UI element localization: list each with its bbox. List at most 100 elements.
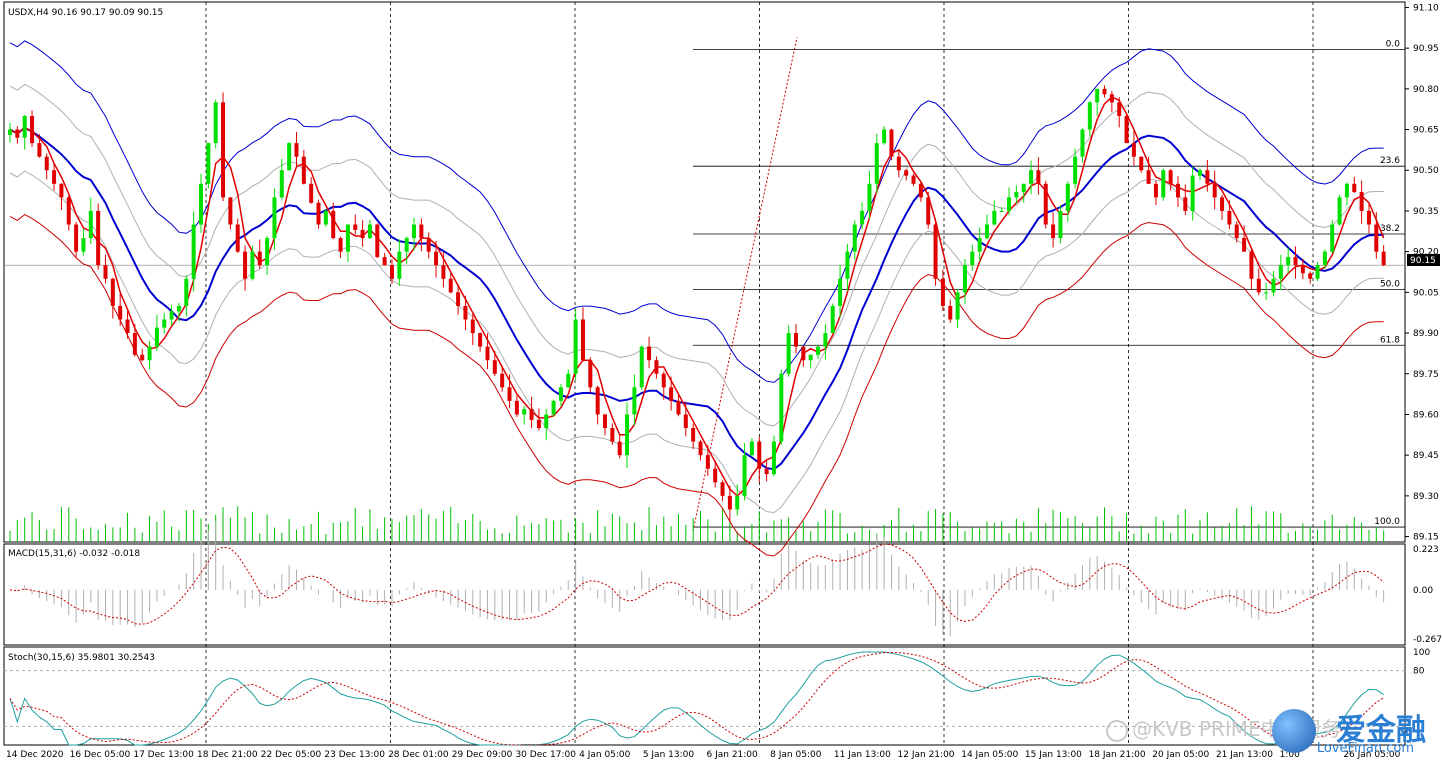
macd-series: 0.223 0.00 -0.267 — [9, 521, 1442, 645]
candle-body — [412, 224, 417, 239]
candle-body — [140, 354, 145, 361]
candle-body — [500, 373, 505, 388]
candle-body — [1359, 191, 1364, 211]
watermark-url: LoveFinan.com — [1316, 741, 1414, 756]
macd-label: MACD(15,31,6) -0.032 -0.018 — [8, 549, 140, 559]
candle-body — [808, 354, 813, 361]
candle-body — [1080, 129, 1085, 157]
current-price-badge — [1407, 254, 1440, 266]
candle-body — [1051, 224, 1056, 239]
candle-body — [382, 257, 387, 266]
candle-body — [551, 400, 556, 415]
candle-body — [1168, 170, 1173, 184]
candle-body — [162, 319, 167, 328]
candle-body — [441, 265, 446, 279]
candle-body — [434, 251, 439, 266]
candle-body — [1131, 143, 1136, 157]
stoch-label: Stoch(30,15,6) 35.9801 30.2543 — [8, 653, 155, 663]
candle-body — [882, 129, 887, 144]
candle-body — [37, 143, 42, 157]
candle-body — [1029, 170, 1034, 184]
candle-body — [478, 333, 483, 347]
candle-body — [889, 129, 894, 157]
candle-body — [353, 224, 358, 230]
candle-body — [1271, 278, 1276, 293]
candle-body — [1161, 170, 1166, 198]
candle-body — [1337, 197, 1342, 225]
candle-body — [397, 251, 402, 279]
candle-body — [911, 175, 916, 184]
stoch-tick-label: 100 — [1413, 648, 1430, 658]
macd-tick-label: 0.00 — [1413, 586, 1433, 596]
candle-body — [110, 278, 115, 306]
candle-body — [749, 441, 754, 456]
candle-body — [977, 238, 982, 252]
candle-body — [1124, 115, 1129, 144]
candle-body — [1021, 183, 1026, 192]
time-tick-label: 11 Jan 13:00 — [834, 750, 891, 760]
candle-body — [647, 346, 652, 361]
candle-body — [771, 441, 776, 475]
candle-body — [419, 224, 424, 239]
candle-body — [1102, 88, 1107, 95]
candle-body — [1278, 265, 1283, 279]
candle-body — [1249, 251, 1254, 279]
macd-tick-label: 0.223 — [1413, 545, 1439, 555]
candle-body — [580, 319, 585, 361]
time-tick-label: 26 Jan 05:00 — [1343, 750, 1400, 760]
time-tick-label: 28 Dec 01:00 — [388, 750, 449, 760]
candle-body — [507, 387, 512, 401]
candle-body — [389, 265, 394, 279]
candle-body — [1322, 251, 1327, 266]
candle-body — [595, 387, 600, 415]
candle-body — [74, 224, 79, 252]
price-tick-label: 89.75 — [1413, 370, 1439, 380]
time-tick-label: 29 Dec 09:00 — [452, 750, 513, 760]
candle-body — [1366, 210, 1371, 225]
candle-body — [1146, 170, 1151, 184]
candle-body — [103, 265, 108, 279]
price-tick-label: 91.10 — [1413, 3, 1439, 13]
candle-body — [1220, 197, 1225, 211]
candle-body — [1095, 88, 1100, 103]
main-panel — [3, 1, 1406, 543]
candle-body — [287, 143, 292, 171]
candle-body — [970, 251, 975, 266]
stoch-panel — [3, 646, 1406, 746]
price-tick-label: 90.05 — [1413, 288, 1439, 298]
candle-body — [691, 428, 696, 442]
fib-label: 23.6 — [1380, 156, 1400, 166]
candle-body — [705, 455, 710, 469]
price-tick-label: 89.90 — [1413, 329, 1439, 339]
candle-body — [816, 346, 821, 355]
candle-body — [1036, 170, 1041, 184]
watermark-brand: 爱金融 — [1336, 713, 1426, 748]
candle-body — [169, 311, 174, 320]
candle-body — [962, 265, 967, 293]
candle-body — [470, 319, 475, 334]
stoch-d-line — [9, 651, 1384, 746]
candle-body — [536, 419, 541, 429]
candle-body — [793, 333, 798, 347]
candle-body — [96, 210, 101, 266]
symbol-header: USDX,H4 90.16 90.17 90.09 90.15 — [8, 8, 163, 18]
price-tick-label: 90.65 — [1413, 126, 1439, 136]
time-tick-label: 14 Dec 2020 — [6, 750, 64, 760]
candle-body — [801, 346, 806, 361]
time-tick-label: 17 Dec 13:00 — [133, 750, 194, 760]
candle-body — [852, 224, 857, 252]
candle-body — [617, 441, 622, 456]
candle-body — [698, 441, 703, 456]
fib-label: 61.8 — [1380, 335, 1400, 345]
time-tick-label: 23 Dec 13:00 — [324, 750, 385, 760]
stoch-tick-label: 80 — [1413, 667, 1425, 677]
fib-trendline — [692, 37, 798, 532]
candle-body — [1234, 224, 1239, 239]
candle-body — [1109, 94, 1114, 103]
candle-body — [1264, 292, 1269, 294]
candle-body — [940, 278, 945, 306]
candle-body — [1043, 183, 1048, 225]
candle-body — [713, 468, 718, 483]
candle-body — [22, 115, 27, 138]
price-tick-label: 89.45 — [1413, 451, 1439, 461]
